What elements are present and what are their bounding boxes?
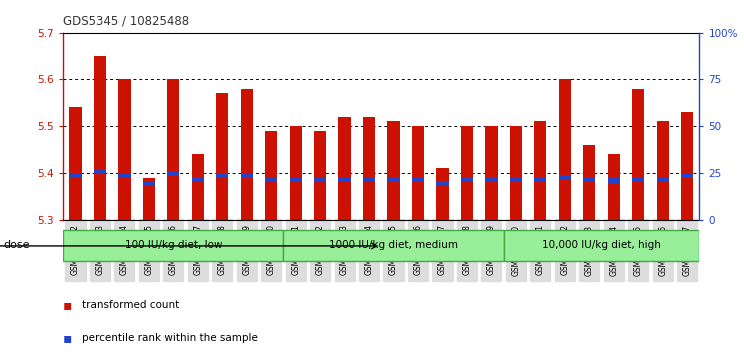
Bar	[461, 177, 473, 181]
Bar	[192, 154, 204, 220]
Bar	[412, 126, 424, 220]
Bar	[240, 173, 253, 178]
Bar	[583, 145, 595, 220]
Bar	[681, 112, 693, 220]
Bar	[485, 126, 498, 220]
Bar	[314, 178, 327, 182]
Text: ▪: ▪	[63, 331, 73, 344]
Bar	[510, 126, 522, 220]
Bar	[143, 181, 155, 186]
Bar	[485, 177, 498, 182]
Bar	[289, 126, 302, 220]
Bar	[118, 79, 130, 220]
Bar	[608, 154, 620, 220]
Bar	[436, 168, 449, 220]
Bar	[559, 175, 571, 180]
Bar	[534, 177, 546, 182]
Bar	[656, 122, 669, 220]
Bar	[363, 177, 375, 181]
Bar	[632, 89, 644, 220]
Bar	[339, 117, 350, 220]
Bar	[461, 126, 473, 220]
FancyBboxPatch shape	[504, 231, 699, 261]
Bar	[559, 79, 571, 220]
Bar	[436, 181, 449, 186]
Text: dose: dose	[4, 240, 31, 250]
Bar	[192, 177, 204, 181]
Bar	[656, 177, 669, 182]
Bar	[167, 171, 179, 176]
Bar	[339, 177, 350, 181]
Bar	[681, 174, 693, 179]
Bar	[217, 93, 228, 220]
Bar	[608, 179, 620, 183]
Bar	[69, 107, 82, 220]
Bar	[118, 174, 130, 179]
Bar	[388, 122, 400, 220]
Text: GDS5345 / 10825488: GDS5345 / 10825488	[63, 15, 190, 28]
Bar	[94, 56, 106, 220]
Bar	[314, 131, 327, 220]
Bar	[217, 173, 228, 178]
FancyBboxPatch shape	[283, 231, 504, 261]
Bar	[167, 79, 179, 220]
Bar	[240, 89, 253, 220]
Bar	[632, 177, 644, 182]
Bar	[265, 131, 278, 220]
Bar	[289, 177, 302, 181]
Text: 10,000 IU/kg diet, high: 10,000 IU/kg diet, high	[542, 240, 661, 250]
Bar	[388, 177, 400, 182]
Text: 100 IU/kg diet, low: 100 IU/kg diet, low	[124, 240, 222, 250]
Bar	[534, 122, 546, 220]
Text: ▪: ▪	[63, 298, 73, 312]
Bar	[412, 177, 424, 182]
Bar	[510, 177, 522, 182]
Text: transformed count: transformed count	[82, 300, 179, 310]
Bar	[265, 177, 278, 181]
Bar	[94, 169, 106, 174]
Bar	[363, 117, 375, 220]
Bar	[69, 173, 82, 178]
FancyBboxPatch shape	[63, 231, 283, 261]
Bar	[143, 178, 155, 220]
Text: percentile rank within the sample: percentile rank within the sample	[82, 333, 257, 343]
Bar	[583, 177, 595, 182]
Text: 1000 IU/kg diet, medium: 1000 IU/kg diet, medium	[329, 240, 458, 250]
